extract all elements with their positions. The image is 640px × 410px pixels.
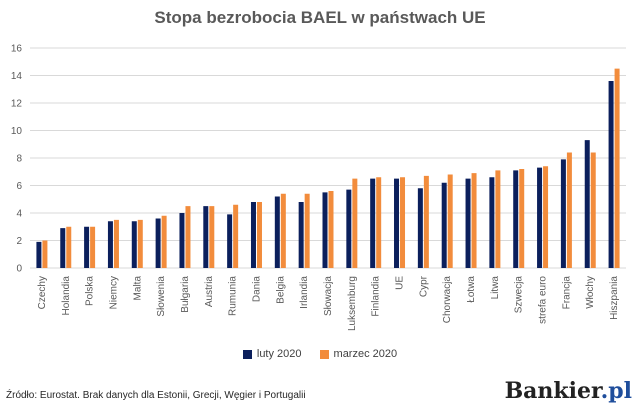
bar-0-7 xyxy=(203,206,209,268)
y-tick-label-8: 16 xyxy=(11,44,23,55)
x-tick-label-24: Hiszpania xyxy=(609,276,620,320)
bar-0-2 xyxy=(84,226,90,268)
y-tick-label-3: 6 xyxy=(16,181,22,192)
x-tick-label-16: Cypr xyxy=(418,275,429,297)
x-tick-label-13: Luksemburg xyxy=(347,276,358,331)
y-tick-label-7: 14 xyxy=(11,71,23,82)
x-tick-label-1: Holandia xyxy=(61,276,72,316)
x-tick-label-22: Francja xyxy=(561,276,572,310)
bar-1-6 xyxy=(185,206,191,268)
brand-name: Bankier xyxy=(504,378,601,404)
bar-0-19 xyxy=(489,177,495,268)
bar-1-0 xyxy=(42,240,48,268)
bar-1-2 xyxy=(90,226,96,268)
y-tick-label-0: 0 xyxy=(16,264,22,275)
bar-1-24 xyxy=(614,68,620,268)
y-tick-label-6: 12 xyxy=(11,99,23,110)
bar-0-23 xyxy=(584,140,590,268)
bar-0-12 xyxy=(322,192,328,268)
legend-swatch-0 xyxy=(242,349,252,359)
legend-label-1: marzec 2020 xyxy=(333,348,398,360)
bar-0-5 xyxy=(155,218,161,268)
x-tick-label-20: Szwecja xyxy=(514,276,525,314)
bar-1-4 xyxy=(137,219,143,268)
source-note: Źródło: Eurostat. Brak danych dla Estoni… xyxy=(6,390,306,401)
bar-1-23 xyxy=(590,152,596,268)
x-tick-label-0: Czechy xyxy=(37,276,48,309)
bar-1-9 xyxy=(256,202,262,268)
bar-1-11 xyxy=(304,193,310,268)
bar-0-11 xyxy=(298,202,304,268)
bar-1-17 xyxy=(447,174,453,268)
bar-1-21 xyxy=(543,166,549,268)
x-tick-label-21: strefa euro xyxy=(538,276,549,324)
bar-0-21 xyxy=(537,167,543,268)
bar-0-17 xyxy=(441,182,447,268)
x-tick-label-17: Chorwacja xyxy=(442,276,453,324)
bar-1-1 xyxy=(66,226,72,268)
y-tick-label-2: 4 xyxy=(16,209,22,220)
bar-0-3 xyxy=(107,221,113,268)
brand-suffix: .pl xyxy=(600,378,632,404)
legend-label-0: luty 2020 xyxy=(256,348,302,360)
bar-1-5 xyxy=(161,215,167,268)
bar-1-10 xyxy=(280,193,286,268)
bar-0-24 xyxy=(608,81,614,268)
legend-item-1: marzec 2020 xyxy=(319,348,398,360)
legend: luty 2020 marzec 2020 xyxy=(0,348,640,360)
bar-0-15 xyxy=(394,178,400,268)
brand-logo: Bankier.pl xyxy=(505,378,632,404)
bar-0-6 xyxy=(179,213,185,268)
bar-1-12 xyxy=(328,191,334,268)
x-tick-label-11: Irlandia xyxy=(299,276,310,309)
bar-0-10 xyxy=(274,196,280,268)
y-tick-label-5: 10 xyxy=(11,126,23,137)
bar-1-8 xyxy=(233,204,239,268)
x-tick-label-6: Bułgaria xyxy=(180,276,191,313)
bar-1-3 xyxy=(113,219,119,268)
y-tick-label-4: 8 xyxy=(16,154,22,165)
legend-swatch-1 xyxy=(319,349,329,359)
x-tick-label-19: Litwa xyxy=(490,276,501,300)
bar-1-22 xyxy=(566,152,572,268)
bar-0-14 xyxy=(370,178,376,268)
bar-0-4 xyxy=(131,221,137,268)
x-tick-label-12: Słowacja xyxy=(323,276,334,316)
bar-0-9 xyxy=(250,202,256,268)
bar-0-18 xyxy=(465,178,471,268)
x-tick-label-23: Włochy xyxy=(585,276,596,309)
legend-item-0: luty 2020 xyxy=(242,348,302,360)
y-tick-label-1: 2 xyxy=(16,236,22,247)
bar-1-14 xyxy=(376,177,382,268)
bar-1-13 xyxy=(352,178,358,268)
x-tick-label-18: Łotwa xyxy=(466,276,477,303)
bar-0-8 xyxy=(227,214,233,268)
x-tick-label-4: Malta xyxy=(132,276,143,301)
bar-1-20 xyxy=(519,169,525,268)
x-tick-label-7: Austria xyxy=(204,276,215,308)
x-tick-label-10: Belgia xyxy=(275,276,286,304)
bar-0-20 xyxy=(513,170,519,268)
chart-title: Stopa bezrobocia BAEL w państwach UE xyxy=(154,8,486,27)
bar-1-18 xyxy=(471,173,477,268)
x-tick-label-2: Polska xyxy=(85,276,96,306)
x-tick-label-3: Niemcy xyxy=(108,276,119,309)
x-tick-label-15: UE xyxy=(395,276,406,290)
bar-0-16 xyxy=(417,188,423,268)
x-tick-label-8: Rumunia xyxy=(228,276,239,316)
x-tick-label-9: Dania xyxy=(251,276,262,303)
bar-1-19 xyxy=(495,170,501,268)
bar-1-7 xyxy=(209,206,215,268)
bar-0-22 xyxy=(560,159,566,268)
bar-0-0 xyxy=(36,241,42,268)
bar-0-1 xyxy=(60,228,66,268)
x-tick-label-5: Słowenia xyxy=(156,276,167,317)
bar-1-16 xyxy=(423,175,429,268)
bar-0-13 xyxy=(346,189,352,268)
bar-1-15 xyxy=(400,177,406,268)
x-tick-label-14: Finlandia xyxy=(371,276,382,317)
